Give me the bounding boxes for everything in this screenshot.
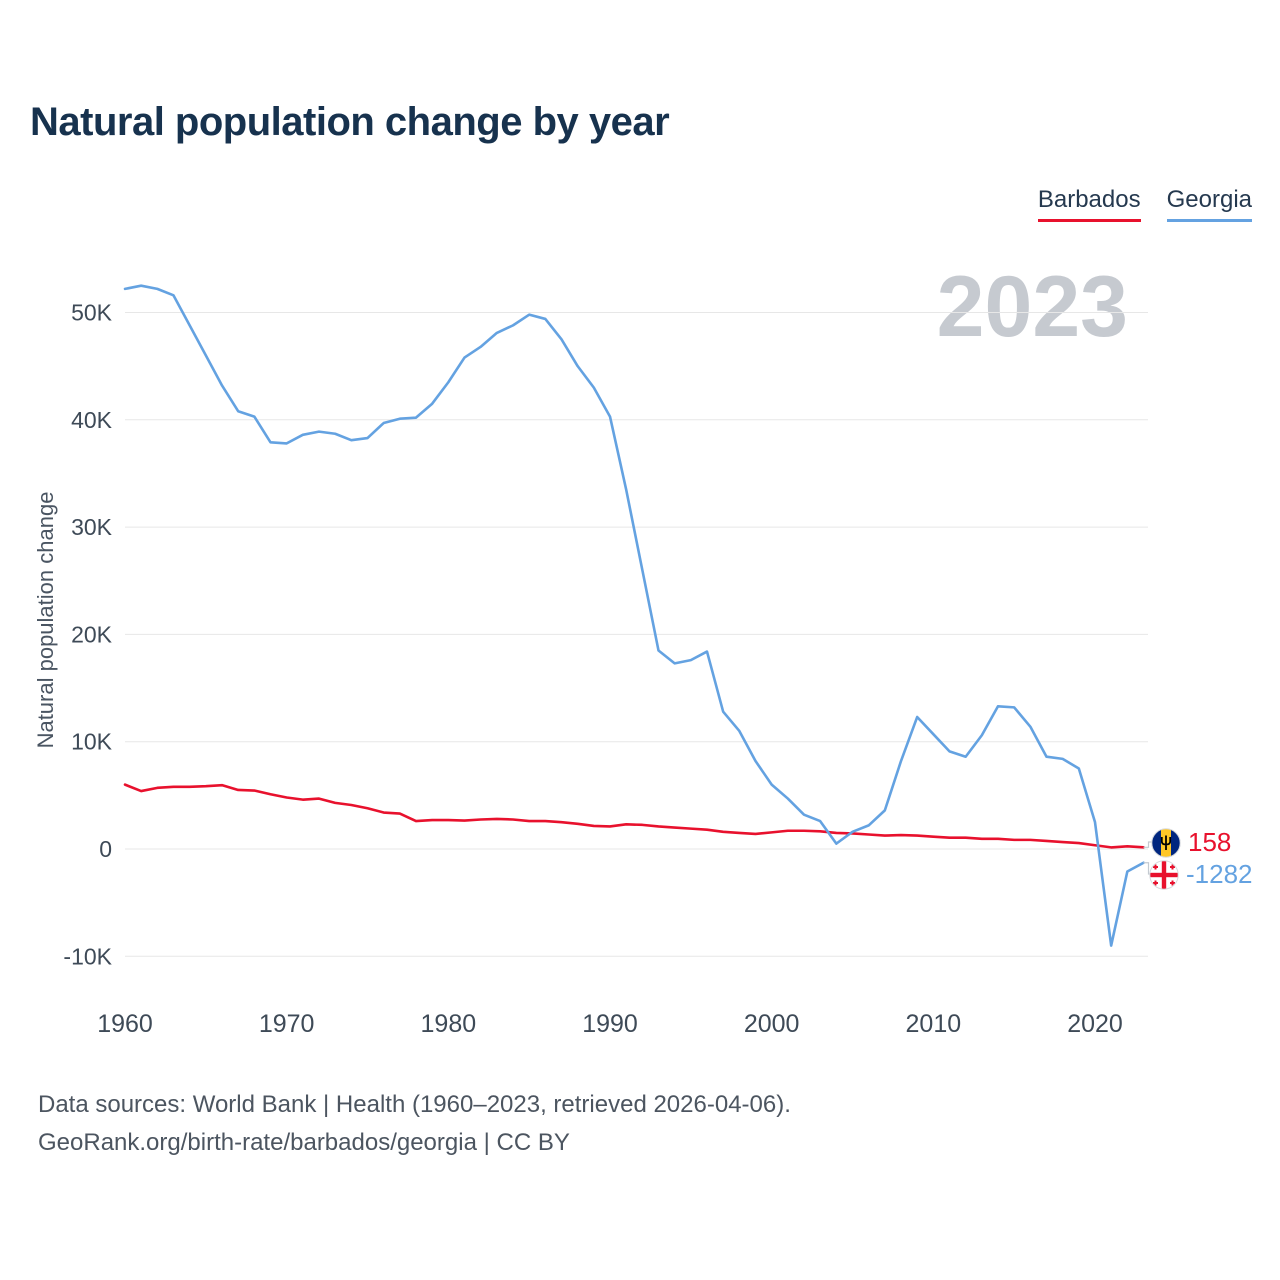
page-title: Natural population change by year — [30, 100, 670, 144]
georgia-end-value: -1282 — [1186, 859, 1253, 889]
svg-text:2000: 2000 — [744, 1010, 800, 1038]
svg-text:-10K: -10K — [63, 943, 112, 969]
svg-text:1970: 1970 — [259, 1010, 315, 1038]
svg-text:2020: 2020 — [1067, 1010, 1123, 1038]
svg-text:10K: 10K — [71, 729, 113, 755]
svg-text:2010: 2010 — [906, 1010, 962, 1038]
legend: Barbados Georgia — [1037, 186, 1252, 222]
svg-text:1960: 1960 — [97, 1010, 153, 1038]
footer-sources: Data sources: World Bank | Health (1960–… — [38, 1091, 791, 1118]
svg-text:0: 0 — [99, 836, 112, 862]
watermark-year: 2023 — [936, 259, 1128, 355]
svg-text:50K: 50K — [71, 300, 113, 326]
barbados-end-label: 158 — [1151, 827, 1231, 858]
georgia-end-label: -1282 — [1149, 859, 1253, 890]
barbados-flag-icon — [1151, 827, 1181, 858]
svg-text:20K: 20K — [71, 621, 113, 647]
legend-item-georgia[interactable]: Georgia — [1166, 186, 1252, 222]
svg-text:40K: 40K — [71, 407, 113, 433]
svg-text:1990: 1990 — [582, 1010, 638, 1038]
footer: Data sources: World Bank | Health (1960–… — [38, 1086, 791, 1162]
legend-item-barbados[interactable]: Barbados — [1037, 186, 1141, 222]
svg-text:1980: 1980 — [421, 1010, 477, 1038]
svg-text:30K: 30K — [71, 514, 113, 540]
georgia-flag-icon — [1149, 859, 1179, 890]
footer-attribution: GeoRank.org/birth-rate/barbados/georgia … — [38, 1129, 570, 1156]
barbados-end-value: 158 — [1188, 827, 1232, 857]
